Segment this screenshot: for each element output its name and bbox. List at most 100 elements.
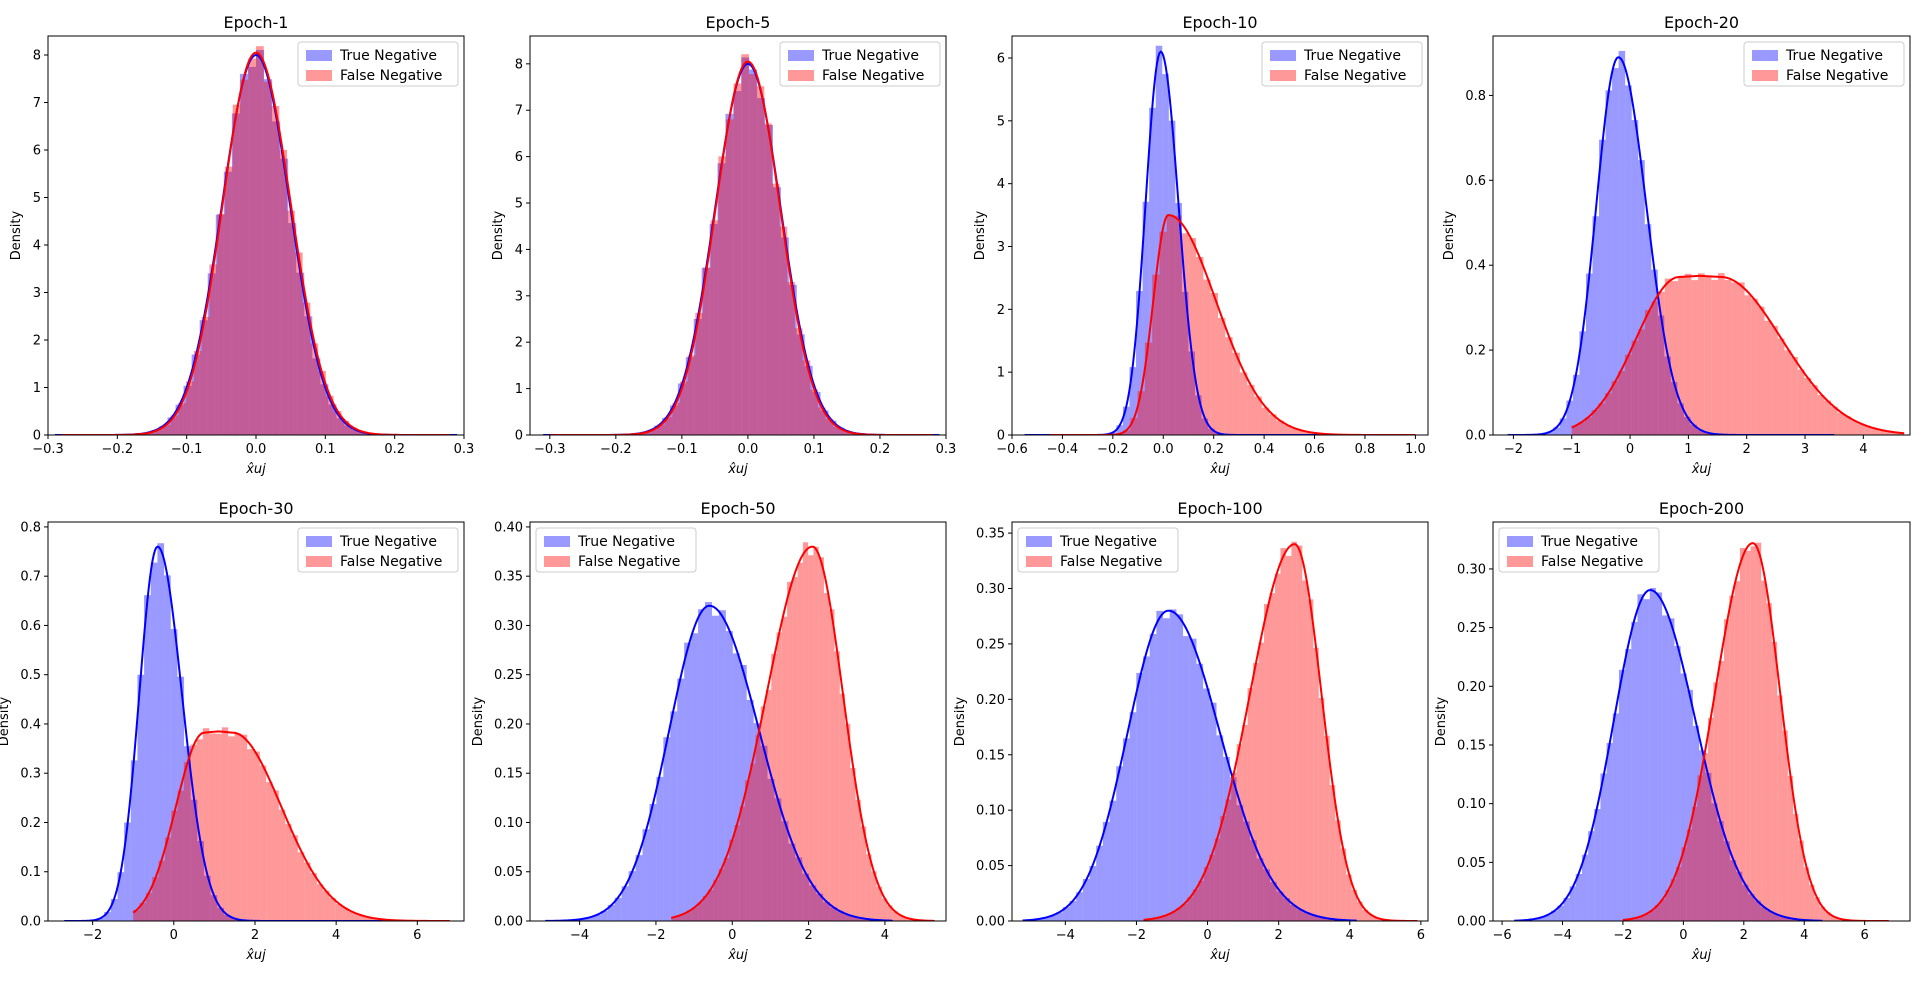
legend: True Negative False Negative <box>779 41 941 87</box>
false-negative-hist-bar <box>318 371 326 435</box>
true-negative-hist-bar <box>828 420 837 435</box>
legend-swatch-true-negative <box>544 536 570 547</box>
true-negative-hist-bar <box>1563 898 1570 921</box>
x-tick-label: −4 <box>1056 928 1075 943</box>
y-axis-label: Density <box>471 696 486 746</box>
false-negative-hist-bar <box>750 763 756 921</box>
plot-area <box>1024 45 1416 435</box>
false-negative-hist-bar <box>797 562 803 921</box>
false-negative-hist-bar <box>139 903 146 921</box>
legend-label-true-negative: True Negative <box>339 534 437 550</box>
false-negative-hist-bar <box>723 858 730 921</box>
false-negative-hist-bar <box>887 905 893 921</box>
y-tick-label: 0 <box>515 429 523 444</box>
x-tick-label: −0.1 <box>666 442 698 457</box>
legend-swatch-false-negative <box>544 556 570 567</box>
false-negative-hist-bar <box>823 593 830 921</box>
y-tick-label: 5 <box>33 191 41 206</box>
y-tick-label: 0.10 <box>1457 797 1486 812</box>
y-tick-label: 0.20 <box>1457 680 1486 695</box>
legend-label-true-negative: True Negative <box>339 48 437 64</box>
false-negative-hist-bar <box>1798 840 1804 921</box>
false-negative-hist-bar <box>1766 603 1772 921</box>
false-negative-hist-bar <box>866 854 872 921</box>
false-negative-hist-bar <box>1302 580 1308 921</box>
true-negative-hist-bar <box>649 803 657 921</box>
false-negative-hist-bar <box>802 542 809 921</box>
true-negative-hist-bar <box>804 365 813 435</box>
false-negative-hist-bar <box>1764 320 1772 435</box>
true-negative-hist-bar <box>1618 669 1626 921</box>
false-negative-hist-bar <box>333 411 342 435</box>
true-negative-hist-bar <box>1569 886 1576 921</box>
false-negative-hist-bar <box>1819 906 1826 921</box>
false-negative-hist-bar <box>641 432 650 435</box>
true-negative-hist-bar <box>1606 743 1613 921</box>
false-negative-hist-bar <box>361 916 368 921</box>
y-tick-label: 0.00 <box>494 915 523 930</box>
true-negative-hist-bar <box>304 316 313 435</box>
y-tick-label: 0.6 <box>1465 174 1486 189</box>
false-negative-hist-bar <box>1196 257 1204 435</box>
true-negative-hist-bar <box>1600 773 1607 921</box>
x-tick-label: −0.3 <box>32 442 64 457</box>
true-negative-hist-bar <box>796 334 805 435</box>
true-negative-hist-bar <box>1168 120 1176 435</box>
x-tick-label: 0.0 <box>738 442 759 457</box>
axes-frame <box>529 35 947 436</box>
true-negative-hist-bar <box>1683 416 1691 435</box>
y-tick-label: 0.25 <box>494 668 523 683</box>
x-tick-label: −6 <box>1492 928 1511 943</box>
false-negative-hist-bar <box>1159 916 1166 921</box>
false-negative-hist-bar <box>1340 848 1347 921</box>
true-negative-hist-bar <box>593 914 601 921</box>
false-negative-hist-bar <box>329 898 336 921</box>
false-negative-hist-bar <box>1817 394 1825 435</box>
true-negative-hist-bar <box>1129 712 1137 921</box>
false-negative-hist-bar <box>316 884 324 921</box>
y-tick-label: 6 <box>515 150 523 165</box>
x-tick-label: 0 <box>1626 442 1634 457</box>
false-negative-hist-bar <box>1757 306 1765 435</box>
false-negative-hist-bar <box>1638 915 1645 921</box>
x-tick-label: 1 <box>1684 442 1692 457</box>
true-negative-hist-bar <box>739 664 747 921</box>
true-negative-hist-bar <box>1283 898 1291 921</box>
true-negative-hist-bar <box>1243 821 1250 921</box>
false-negative-kde-line <box>670 545 935 921</box>
true-negative-hist-bar <box>1169 609 1177 921</box>
true-negative-hist-bar <box>344 425 353 435</box>
x-tick-label: 0.2 <box>384 442 405 457</box>
true-negative-hist-bar <box>144 595 151 921</box>
true-negative-hist-bar <box>1680 673 1687 921</box>
true-negative-hist-bar <box>1644 224 1652 435</box>
false-negative-hist-bar <box>794 328 803 435</box>
false-negative-hist-bar <box>256 46 264 435</box>
x-tick-label: −1 <box>1562 442 1581 457</box>
false-negative-hist-bar <box>672 402 681 435</box>
true-negative-hist-bar <box>1779 916 1786 921</box>
false-negative-hist-bar <box>1755 542 1762 921</box>
x-tick-label: 0 <box>728 928 736 943</box>
false-negative-hist-bar <box>291 835 298 921</box>
legend-swatch-true-negative <box>306 536 332 547</box>
false-negative-hist-bar <box>1814 897 1820 921</box>
true-negative-hist-bar <box>628 871 636 921</box>
false-negative-hist-bar <box>1170 911 1177 921</box>
x-tick-label: −4 <box>1553 928 1572 943</box>
y-tick-label: 0.15 <box>494 767 523 782</box>
false-negative-hist-bar <box>1137 391 1145 435</box>
false-negative-hist-bar <box>1723 619 1730 921</box>
true-negative-hist-bar <box>190 799 198 921</box>
true-negative-hist-bar <box>207 273 216 435</box>
x-tick-label: 4 <box>881 928 889 943</box>
x-axis-label: x̂uj <box>245 462 266 477</box>
true-negative-hist-bar <box>150 562 158 921</box>
true-negative-hist-bar <box>656 776 664 921</box>
x-tick-label: −0.3 <box>534 442 566 457</box>
y-tick-label: 0.7 <box>20 570 41 585</box>
y-tick-label: 0.4 <box>1465 259 1486 274</box>
true-negative-hist-bar <box>159 425 168 435</box>
true-negative-hist-bar <box>1201 418 1209 435</box>
x-tick-label: 6 <box>1861 928 1869 943</box>
